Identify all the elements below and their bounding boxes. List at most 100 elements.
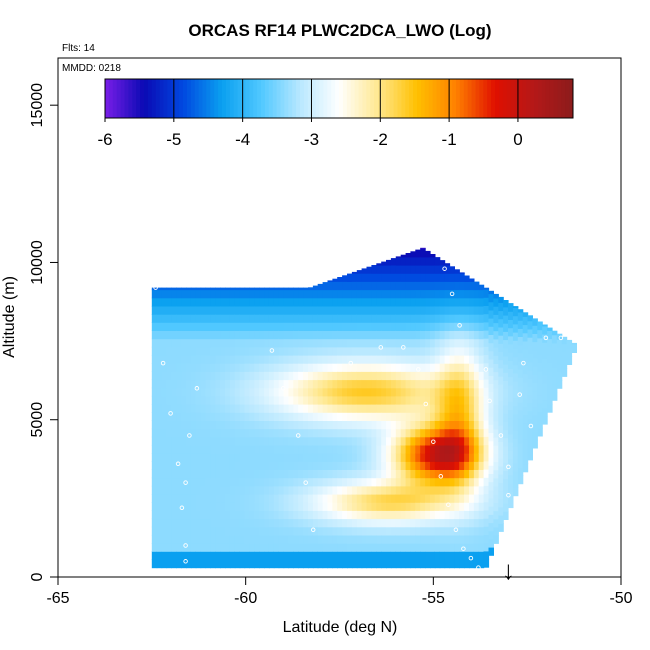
field-cell (210, 436, 216, 446)
field-cell (400, 346, 407, 356)
field-cell (473, 461, 480, 470)
field-cell (469, 281, 475, 291)
field-cell (337, 485, 343, 495)
field-cell (273, 444, 280, 454)
field-cell (415, 428, 421, 438)
field-cell (356, 518, 363, 528)
field-cell (205, 477, 211, 487)
field-cell (332, 387, 338, 397)
field-cell (508, 482, 514, 492)
field-cell (342, 428, 348, 438)
field-cell (273, 477, 280, 487)
field-cell (210, 338, 216, 348)
field-cell (371, 354, 377, 364)
colorbar-swatch (471, 79, 476, 118)
field-cell (181, 534, 187, 544)
field-cell (200, 485, 207, 495)
track-point (378, 345, 384, 350)
field-cell (156, 371, 163, 381)
field-cell (351, 271, 358, 274)
field-cell (347, 395, 353, 405)
field-cell (225, 526, 231, 536)
field-cell (166, 543, 172, 552)
field-cell (508, 474, 514, 484)
field-cell (176, 543, 182, 552)
field-cell (410, 404, 416, 413)
field-cell (386, 322, 392, 331)
field-cell (405, 265, 412, 274)
field-cell (390, 330, 397, 340)
field-cell (420, 297, 426, 307)
field-cell (503, 339, 509, 349)
field-cell (542, 324, 548, 327)
field-cell (186, 428, 192, 438)
field-cell (342, 444, 348, 454)
field-cell (181, 314, 187, 323)
field-cell (308, 534, 314, 544)
field-cell (361, 559, 368, 569)
field-cell (244, 287, 250, 291)
field-cell (161, 534, 168, 544)
field-cell (449, 436, 455, 446)
field-cell (493, 518, 499, 528)
field-cell (161, 322, 168, 331)
colorbar-swatch (206, 79, 211, 118)
field-cell (430, 371, 436, 381)
field-cell (449, 428, 455, 438)
field-cell (405, 354, 412, 364)
field-cell (317, 494, 324, 503)
field-cell (205, 314, 211, 323)
field-cell (498, 474, 504, 483)
field-cell (288, 297, 294, 307)
field-cell (400, 305, 407, 315)
field-cell (186, 395, 192, 405)
field-cell (395, 354, 402, 364)
field-cell (356, 477, 363, 487)
field-cell (430, 354, 436, 364)
field-cell (498, 515, 504, 524)
field-cell (171, 322, 177, 331)
field-cell (464, 363, 470, 372)
field-cell (434, 477, 441, 487)
field-cell (508, 491, 514, 500)
field-cell (239, 543, 246, 552)
field-cell (454, 354, 460, 364)
field-cell (156, 469, 163, 479)
field-cell (249, 428, 255, 438)
field-cell (469, 453, 475, 462)
field-cell (322, 461, 329, 470)
field-cell (478, 395, 485, 405)
field-cell (434, 436, 441, 446)
field-cell (469, 428, 475, 438)
field-cell (420, 510, 426, 520)
field-cell (512, 381, 519, 390)
field-cell (351, 412, 358, 421)
field-cell (225, 494, 231, 503)
colorbar-swatch (440, 79, 445, 118)
field-cell (439, 444, 446, 454)
field-cell (303, 322, 309, 331)
field-cell (376, 330, 382, 340)
field-cell (195, 543, 202, 552)
field-cell (420, 551, 426, 560)
field-cell (215, 330, 221, 340)
field-cell (317, 330, 324, 340)
field-cell (171, 510, 177, 520)
field-cell (288, 363, 294, 372)
field-cell (205, 502, 211, 511)
field-cell (425, 559, 431, 569)
field-cell (434, 453, 441, 462)
field-cell (156, 287, 163, 291)
field-cell (322, 543, 329, 552)
field-cell (386, 453, 392, 462)
field-cell (395, 387, 402, 397)
field-cell (498, 359, 504, 369)
field-cell (347, 305, 353, 315)
field-cell (273, 461, 280, 470)
field-cell (464, 526, 470, 536)
field-cell (161, 518, 168, 528)
field-cell (293, 477, 299, 487)
field-cell (283, 453, 290, 462)
field-cell (249, 289, 255, 299)
field-cell (488, 318, 494, 327)
